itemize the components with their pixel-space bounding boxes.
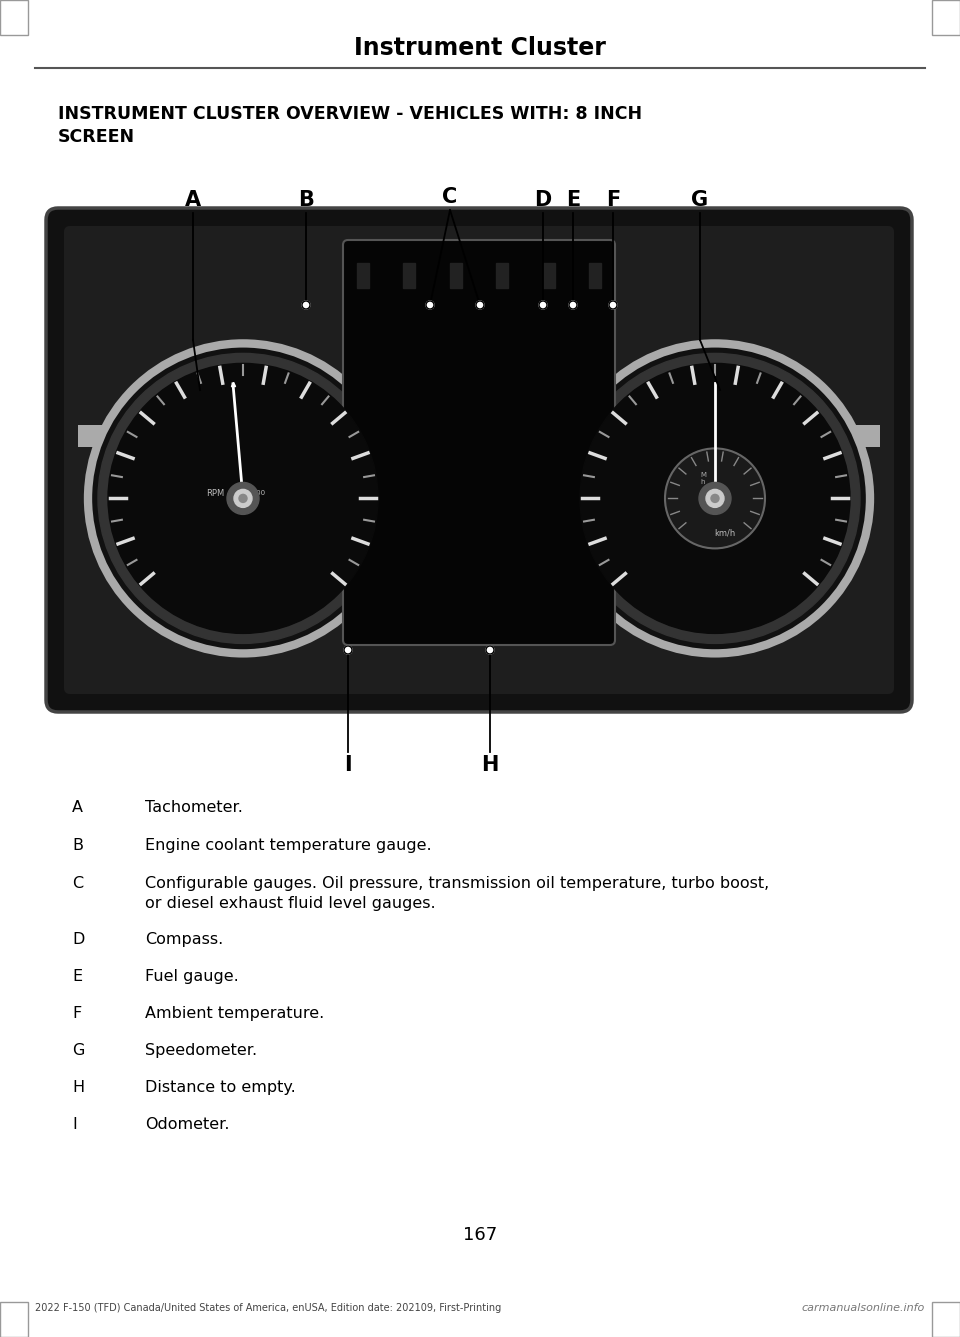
Circle shape <box>699 483 731 515</box>
Circle shape <box>486 646 494 654</box>
Text: I: I <box>72 1116 77 1132</box>
Text: Fuel gauge.: Fuel gauge. <box>145 969 239 984</box>
FancyBboxPatch shape <box>46 209 912 713</box>
Bar <box>450 262 462 287</box>
Circle shape <box>98 353 388 643</box>
Circle shape <box>426 301 434 309</box>
Text: I: I <box>345 755 351 775</box>
Bar <box>0 0 28 35</box>
Text: E: E <box>72 969 83 984</box>
Circle shape <box>344 646 352 654</box>
Text: Tachometer.: Tachometer. <box>145 800 243 816</box>
Circle shape <box>560 344 870 654</box>
Circle shape <box>580 364 850 634</box>
Text: Engine coolant temperature gauge.: Engine coolant temperature gauge. <box>145 838 432 853</box>
FancyBboxPatch shape <box>343 241 615 644</box>
Bar <box>0 1302 28 1337</box>
Circle shape <box>539 301 547 309</box>
Text: H: H <box>481 755 498 775</box>
Bar <box>403 262 416 287</box>
Bar <box>496 262 508 287</box>
Circle shape <box>239 495 247 503</box>
Text: D: D <box>72 932 84 947</box>
Text: INSTRUMENT CLUSTER OVERVIEW - VEHICLES WITH: 8 INCH
SCREEN: INSTRUMENT CLUSTER OVERVIEW - VEHICLES W… <box>58 106 642 146</box>
Text: Odometer.: Odometer. <box>145 1116 229 1132</box>
Circle shape <box>706 489 724 508</box>
Text: G: G <box>691 190 708 210</box>
Circle shape <box>234 489 252 508</box>
Text: km/h: km/h <box>714 529 735 537</box>
Text: B: B <box>298 190 314 210</box>
Text: 167: 167 <box>463 1226 497 1243</box>
Circle shape <box>302 301 310 309</box>
Bar <box>589 262 601 287</box>
Text: M
h: M h <box>700 472 706 485</box>
Circle shape <box>570 353 860 643</box>
Text: Ambient temperature.: Ambient temperature. <box>145 1005 324 1021</box>
Circle shape <box>227 483 259 515</box>
Circle shape <box>88 344 398 654</box>
Circle shape <box>711 495 719 503</box>
Text: Speedometer.: Speedometer. <box>145 1043 257 1058</box>
Text: F: F <box>606 190 620 210</box>
Text: E: E <box>565 190 580 210</box>
Text: D: D <box>535 190 552 210</box>
Text: 2022 F-150 (TFD) Canada/United States of America, enUSA, Edition date: 202109, F: 2022 F-150 (TFD) Canada/United States of… <box>35 1304 501 1313</box>
Text: C: C <box>72 876 84 890</box>
Circle shape <box>609 301 617 309</box>
Bar <box>542 262 555 287</box>
Bar <box>357 262 369 287</box>
Text: F: F <box>72 1005 82 1021</box>
Text: Distance to empty.: Distance to empty. <box>145 1080 296 1095</box>
Bar <box>932 1302 960 1337</box>
Text: RPM: RPM <box>205 489 224 497</box>
Text: Configurable gauges. Oil pressure, transmission oil temperature, turbo boost,
or: Configurable gauges. Oil pressure, trans… <box>145 876 769 912</box>
FancyBboxPatch shape <box>78 425 880 447</box>
Bar <box>932 0 960 35</box>
Text: A: A <box>185 190 201 210</box>
Text: G: G <box>72 1043 84 1058</box>
Text: A: A <box>72 800 83 816</box>
Circle shape <box>665 448 765 548</box>
Text: H: H <box>72 1080 84 1095</box>
Text: carmanualsonline.info: carmanualsonline.info <box>802 1304 925 1313</box>
Text: Compass.: Compass. <box>145 932 224 947</box>
Text: x1000: x1000 <box>244 491 266 496</box>
Text: C: C <box>443 187 458 207</box>
Text: Instrument Cluster: Instrument Cluster <box>354 36 606 60</box>
FancyBboxPatch shape <box>64 226 894 694</box>
Circle shape <box>476 301 484 309</box>
Text: B: B <box>72 838 83 853</box>
Circle shape <box>108 364 378 634</box>
Circle shape <box>569 301 577 309</box>
